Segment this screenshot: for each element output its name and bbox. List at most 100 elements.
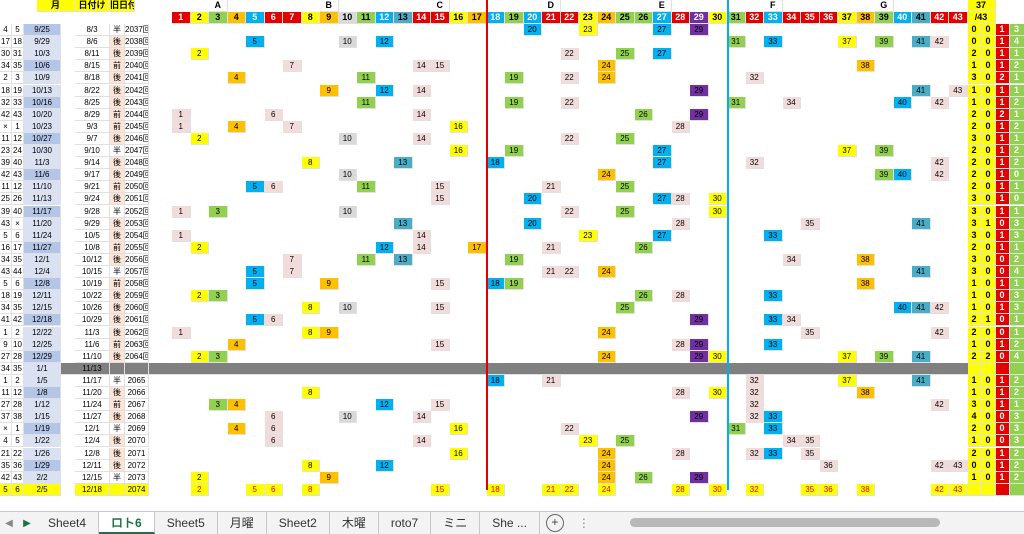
row-number-cell[interactable]: 8 — [302, 460, 321, 472]
sheet-tab-5[interactable]: 木曜 — [330, 512, 379, 534]
row-number-cell[interactable]: 23 — [579, 230, 598, 242]
row-number-cell[interactable]: 18 — [487, 375, 506, 387]
row-summary-2[interactable]: 1 — [996, 242, 1010, 254]
row-number-cell[interactable]: 39 — [875, 36, 894, 48]
row-number-cell[interactable]: 18 — [487, 484, 506, 496]
row-summary-2[interactable]: 0 — [996, 327, 1010, 339]
row-draw-id[interactable]: 2046回 — [125, 133, 149, 145]
row-date[interactable]: 1/5 — [24, 375, 61, 387]
row-summary-2[interactable]: 1 — [996, 460, 1010, 472]
row-summary-2[interactable]: 1 — [996, 169, 1010, 181]
row-summary-1[interactable]: 1 — [982, 218, 996, 230]
row-summary-1[interactable]: 0 — [982, 460, 996, 472]
tab-scroll-left-icon[interactable]: ◀ — [0, 518, 18, 529]
row-number-cell[interactable]: 31 — [727, 36, 746, 48]
row-summary-3[interactable]: 3 — [1010, 24, 1024, 36]
row-number-cell[interactable]: 15 — [431, 193, 450, 205]
row-old-date[interactable]: 12/4 — [75, 435, 110, 447]
row-number-cell[interactable]: 29 — [690, 314, 709, 326]
number-header-30[interactable]: 30 — [709, 12, 728, 24]
row-summary-0[interactable]: 3 — [968, 266, 982, 278]
row-kind[interactable]: 後 — [110, 48, 125, 60]
row-month-a[interactable]: 42 — [0, 109, 12, 121]
row-summary-0[interactable]: 3 — [968, 206, 982, 218]
row-number-cell[interactable]: 1 — [172, 109, 191, 121]
row-number-cell[interactable]: 42 — [931, 460, 950, 472]
row-number-cell[interactable]: 3 — [209, 351, 228, 363]
row-summary-3[interactable]: 2 — [1010, 145, 1024, 157]
row-old-date[interactable]: 11/10 — [75, 351, 110, 363]
row-summary-1[interactable]: 2 — [982, 351, 996, 363]
number-header-23[interactable]: 23 — [579, 12, 598, 24]
row-draw-id[interactable]: 2064回 — [125, 351, 149, 363]
row-date[interactable]: 11/17 — [24, 206, 61, 218]
row-summary-2[interactable]: 2 — [996, 72, 1010, 84]
row-old-date[interactable]: 9/28 — [75, 206, 110, 218]
row-number-cell[interactable]: 19 — [505, 97, 524, 109]
row-summary-0[interactable]: 1 — [968, 97, 982, 109]
row-date[interactable]: 1/22 — [24, 435, 61, 447]
row-number-cell[interactable]: 41 — [912, 302, 931, 314]
row-summary-1[interactable]: 0 — [982, 85, 996, 97]
row-number-cell[interactable]: 19 — [505, 278, 524, 290]
row-old-date[interactable]: 12/15 — [75, 472, 110, 484]
row-number-cell[interactable]: 37 — [838, 351, 857, 363]
row-month-b[interactable]: 40 — [12, 206, 24, 218]
row-number-cell[interactable]: 42 — [931, 302, 950, 314]
row-number-cell[interactable]: 30 — [709, 387, 728, 399]
row-summary-0[interactable]: 2 — [968, 448, 982, 460]
row-number-cell[interactable]: 35 — [801, 435, 820, 447]
number-header-35[interactable]: 35 — [801, 12, 820, 24]
row-old-date[interactable]: 9/24 — [75, 193, 110, 205]
row-kind[interactable]: 後 — [110, 314, 125, 326]
row-number-cell[interactable]: 10 — [339, 133, 358, 145]
row-number-cell[interactable]: 28 — [672, 448, 691, 460]
row-summary-0[interactable]: 2 — [968, 121, 982, 133]
row-number-cell[interactable]: 3 — [209, 399, 228, 411]
row-summary-3[interactable]: 3 — [1010, 411, 1024, 423]
row-month-b[interactable]: 33 — [12, 97, 24, 109]
row-number-cell[interactable]: 43 — [949, 484, 968, 496]
row-number-cell[interactable]: 8 — [302, 302, 321, 314]
row-summary-2[interactable]: 0 — [996, 411, 1010, 423]
row-draw-id[interactable]: 2068 — [125, 411, 149, 423]
row-summary-3[interactable]: 1 — [1010, 72, 1024, 84]
group-header-G[interactable]: G — [875, 0, 894, 12]
row-draw-id[interactable]: 2061回 — [125, 314, 149, 326]
sheet-tab-0[interactable]: Sheet4 — [36, 512, 99, 534]
row-month-b[interactable]: 6 — [12, 278, 24, 290]
row-summary-0[interactable]: 3 — [968, 72, 982, 84]
row-number-cell[interactable]: 32 — [746, 399, 765, 411]
row-month-b[interactable]: 2 — [12, 327, 24, 339]
number-header-24[interactable]: 24 — [598, 12, 617, 24]
row-summary-3[interactable]: 2 — [1010, 339, 1024, 351]
row-summary-1[interactable]: 0 — [982, 121, 996, 133]
row-number-cell[interactable]: 2 — [191, 48, 210, 60]
row-kind[interactable]: 後 — [110, 254, 125, 266]
row-date[interactable]: 11/6 — [24, 169, 61, 181]
row-date[interactable]: 10/3 — [24, 48, 61, 60]
row-number-cell[interactable]: 37 — [838, 375, 857, 387]
row-summary-0[interactable]: 3 — [968, 193, 982, 205]
row-number-cell[interactable]: 34 — [783, 254, 802, 266]
row-kind[interactable]: 半 — [110, 145, 125, 157]
row-number-cell[interactable]: 6 — [265, 181, 284, 193]
row-kind[interactable]: 半 — [110, 375, 125, 387]
row-old-date[interactable]: 8/15 — [75, 60, 110, 72]
row-month-a[interactable]: 39 — [0, 206, 12, 218]
row-date[interactable]: 1/12 — [24, 399, 61, 411]
row-month-b[interactable]: 2 — [12, 375, 24, 387]
row-date[interactable]: 11/24 — [24, 230, 61, 242]
row-number-cell[interactable]: 14 — [413, 230, 432, 242]
row-month-b[interactable]: 24 — [12, 145, 24, 157]
number-header-2[interactable]: 2 — [191, 12, 210, 24]
row-number-cell[interactable]: 33 — [764, 36, 783, 48]
row-number-cell[interactable]: 17 — [468, 242, 487, 254]
row-month-a[interactable]: 37 — [0, 411, 12, 423]
row-summary-2[interactable]: 0 — [996, 266, 1010, 278]
row-summary-3[interactable]: 4 — [1010, 266, 1024, 278]
number-header-3[interactable]: 3 — [209, 12, 228, 24]
row-number-cell[interactable]: 10 — [339, 206, 358, 218]
row-number-cell[interactable]: 14 — [413, 435, 432, 447]
row-old-date[interactable]: 11/17 — [75, 375, 110, 387]
